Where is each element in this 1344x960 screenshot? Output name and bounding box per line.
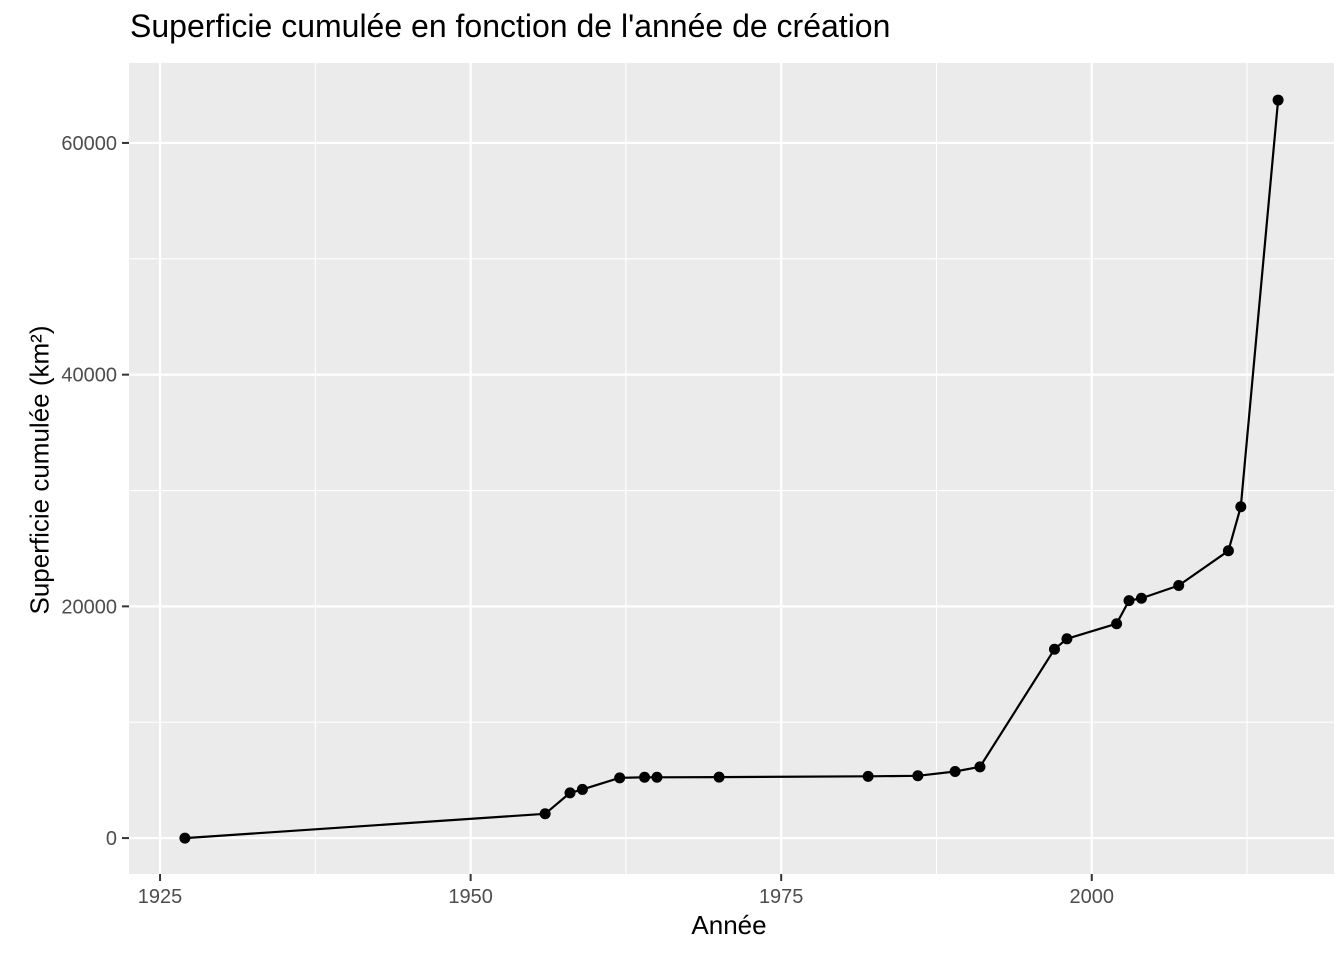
x-axis: 1925 1950 1975 2000 — [138, 874, 1114, 908]
y-tick-label: 60000 — [61, 133, 117, 155]
x-tick-label: 1925 — [138, 886, 183, 908]
data-point — [1048, 643, 1060, 655]
data-point — [1061, 633, 1073, 645]
data-point — [974, 761, 986, 773]
chart-title: Superficie cumulée en fonction de l'anné… — [130, 8, 891, 44]
data-point — [949, 765, 961, 777]
data-point — [614, 772, 626, 784]
minor-gridlines — [129, 63, 1334, 874]
data-point — [1111, 618, 1123, 630]
data-point — [179, 832, 191, 844]
data-point — [862, 770, 874, 782]
y-tick-label: 20000 — [61, 596, 117, 618]
data-point — [651, 771, 663, 783]
data-point — [1123, 595, 1135, 607]
plot-panel — [129, 63, 1334, 874]
x-axis-label: Année — [691, 910, 767, 940]
y-tick-label: 40000 — [61, 365, 117, 387]
y-axis-label: Superficie cumulée (km²) — [24, 325, 55, 615]
data-point — [1135, 592, 1147, 604]
data-point — [1173, 580, 1185, 592]
major-gridlines — [129, 63, 1334, 874]
y-tick-label: 0 — [106, 828, 117, 850]
x-tick-label: 1975 — [759, 886, 804, 908]
data-series — [179, 94, 1284, 844]
data-point — [564, 787, 576, 799]
data-point — [1235, 501, 1247, 513]
data-point — [912, 770, 924, 782]
y-axis: 0 20000 40000 60000 — [61, 133, 129, 850]
data-point — [539, 808, 551, 820]
data-point — [639, 771, 651, 783]
data-point — [1222, 545, 1234, 557]
data-point — [576, 783, 588, 795]
x-tick-label: 2000 — [1070, 886, 1115, 908]
data-point — [713, 771, 725, 783]
x-tick-label: 1950 — [448, 886, 493, 908]
data-point — [1272, 94, 1284, 106]
